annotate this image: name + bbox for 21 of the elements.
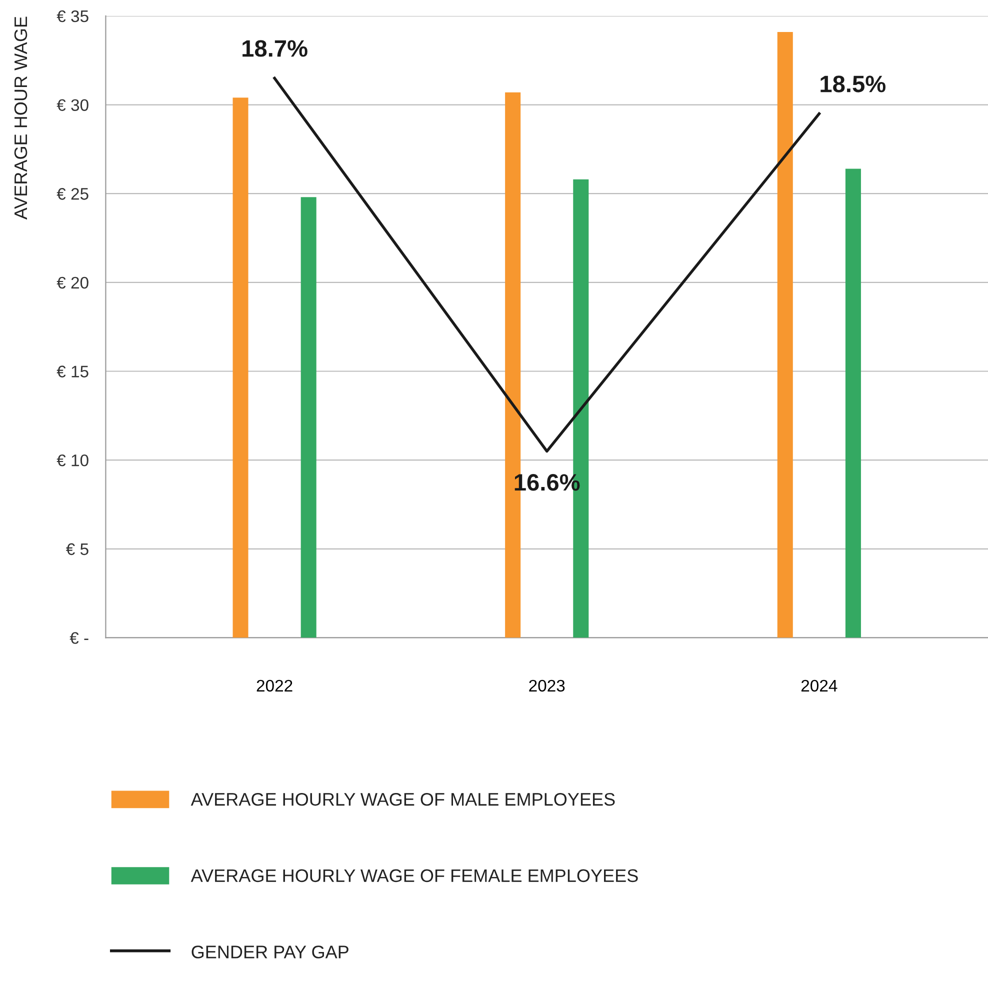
y-tick-label: € 10 xyxy=(56,454,88,466)
data-label: 18.5% xyxy=(820,76,886,92)
y-tick-label: € 35 xyxy=(56,10,88,22)
legend-label: GENDER PAY GAP xyxy=(192,946,348,958)
bar xyxy=(777,32,793,638)
bar xyxy=(232,98,248,638)
x-tick-label: 2024 xyxy=(801,680,838,692)
legend-label: AVERAGE HOURLY WAGE OF MALE EMPLOYEES xyxy=(190,792,615,806)
x-tick-label: 2022 xyxy=(256,680,292,692)
data-label: 18.7% xyxy=(242,40,308,57)
y-tick-label: € 20 xyxy=(56,276,88,289)
y-tick-label: € - xyxy=(70,632,88,644)
y-tick-label: € 5 xyxy=(66,543,88,556)
y-tick-label: € 15 xyxy=(56,366,88,378)
y-axis-title: AVERAGE HOUR WAGE xyxy=(14,16,28,220)
x-tick-label: 2023 xyxy=(529,680,565,692)
bar xyxy=(845,168,861,638)
y-tick-label: € 30 xyxy=(56,99,88,111)
y-tick-label: € 25 xyxy=(56,188,88,200)
legend-label: AVERAGE HOURLY WAGE OF FEMALE EMPLOYEES xyxy=(190,869,638,882)
bar xyxy=(300,197,316,638)
